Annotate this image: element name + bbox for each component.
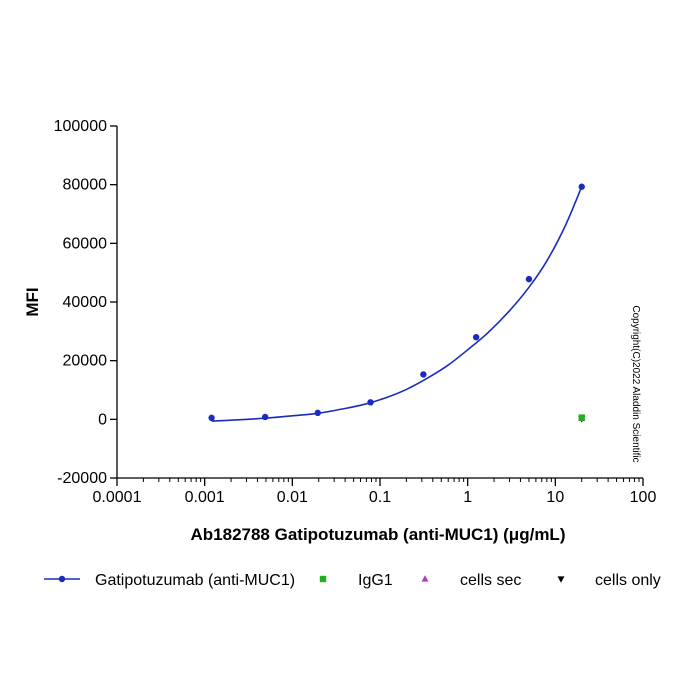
- y-tick-label: 0: [98, 411, 107, 428]
- y-tick-label: -20000: [57, 470, 107, 487]
- x-tick-label: 0.1: [369, 489, 391, 506]
- data-point-square: [578, 414, 585, 421]
- legend-marker-circle: [58, 575, 66, 583]
- data-point-circle: [314, 409, 321, 417]
- data-point-circle: [261, 413, 269, 421]
- legend-marker-square: [319, 575, 327, 583]
- x-tick-label: 10: [546, 489, 564, 506]
- data-point-circle: [367, 399, 374, 406]
- legend-marker-triangle-down: [557, 576, 565, 583]
- legend-label: Gatipotuzumab (anti-MUC1): [95, 572, 295, 589]
- fit-curve-group: [211, 186, 583, 422]
- x-axis-title: Ab182788 Gatipotuzumab (anti-MUC1) (μg/m…: [191, 525, 566, 544]
- y-tick-label: 80000: [63, 177, 108, 194]
- legend-label: cells sec: [460, 572, 521, 589]
- fit-curve-line: [211, 186, 583, 422]
- y-tick-label: 100000: [54, 118, 107, 135]
- x-tick-label: 1: [463, 489, 472, 506]
- copyright-annotation: Copyright(C)2022 Aladdin Scientific: [630, 305, 641, 462]
- data-point-circle: [208, 414, 215, 422]
- x-tick-label: 0.001: [185, 489, 225, 506]
- x-tick-label: 0.01: [277, 489, 308, 506]
- data-points-group: [208, 183, 586, 423]
- legend-label: cells only: [595, 572, 661, 589]
- legend-marker-triangle-up: [421, 575, 429, 582]
- legend: Gatipotuzumab (anti-MUC1) IgG1 cells sec ce…: [44, 572, 661, 589]
- axes-group: -20000 0 20000 40000 60000 80000 100000 0.0001 0…: [54, 118, 657, 506]
- y-tick-label: 60000: [63, 235, 108, 252]
- y-axis-title: MFI: [23, 287, 42, 316]
- data-point-circle: [420, 371, 427, 378]
- y-tick-label: 40000: [63, 294, 108, 311]
- legend-label: IgG1: [358, 572, 393, 589]
- data-point-circle: [472, 334, 480, 341]
- y-tick-label: 20000: [63, 353, 108, 370]
- data-point-circle: [525, 275, 533, 283]
- x-tick-label: 0.0001: [93, 489, 142, 506]
- data-point-circle: [578, 183, 585, 190]
- x-tick-label: 100: [630, 489, 657, 506]
